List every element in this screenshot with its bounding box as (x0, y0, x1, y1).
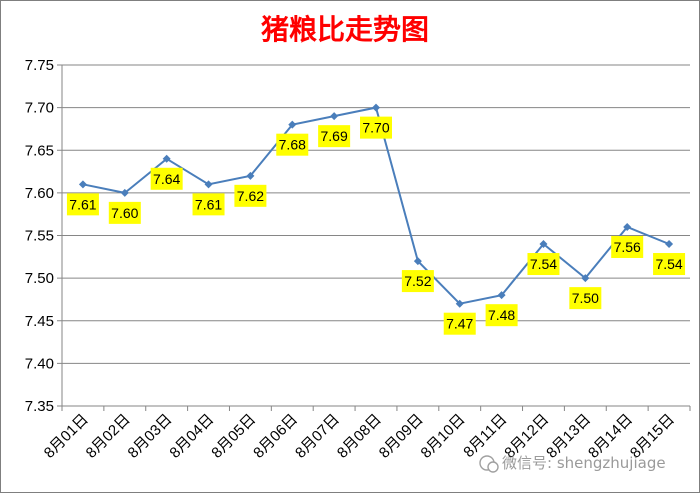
data-point (539, 240, 548, 249)
data-label-box (485, 304, 518, 327)
x-tick-label: 8月02日 (83, 411, 134, 462)
data-label-text: 7.52 (404, 273, 431, 289)
data-label-text: 7.60 (111, 205, 138, 221)
data-label-box (653, 253, 686, 276)
data-label: 7.62 (234, 184, 267, 207)
data-label: 7.54 (653, 253, 686, 276)
data-label-box (569, 287, 602, 310)
data-point (455, 299, 464, 308)
data-point (581, 274, 590, 283)
x-tick-label: 8月03日 (125, 411, 176, 462)
data-label-box (443, 312, 476, 335)
data-point (288, 120, 297, 129)
data-label-box (360, 116, 392, 139)
data-label: 7.68 (276, 133, 309, 156)
y-tick-label: 7.45 (25, 313, 54, 330)
y-tick-label: 7.75 (25, 57, 54, 74)
gridlines (62, 64, 690, 407)
data-label-text: 7.68 (279, 137, 306, 153)
axes: 7.35 7.40 7.45 7.50 7.55 7.60 7.65 7.70 7.75 8月01… (25, 57, 691, 462)
data-label-box (276, 133, 309, 156)
data-label: 7.70 (360, 116, 392, 139)
data-label-text: 7.50 (572, 290, 599, 306)
data-label: 7.69 (318, 125, 351, 148)
data-label-text: 7.48 (488, 307, 515, 323)
data-label-text: 7.54 (655, 256, 682, 272)
x-tick-label: 8月08日 (334, 411, 385, 462)
y-tick-label: 7.50 (25, 270, 54, 287)
data-point (330, 112, 339, 121)
x-tick-label: 8月07日 (292, 411, 343, 462)
data-label-text: 7.61 (195, 196, 222, 212)
data-point (246, 171, 255, 180)
data-point (372, 103, 380, 112)
data-point (120, 188, 129, 197)
data-label-box (150, 167, 183, 190)
data-point (162, 154, 171, 163)
data-label: 7.48 (485, 304, 518, 327)
series-line (78, 103, 674, 308)
y-tick-label: 7.40 (25, 355, 54, 372)
data-label-text: 7.69 (321, 128, 348, 144)
data-label: 7.54 (527, 253, 560, 276)
data-label: 7.60 (108, 201, 141, 224)
y-tick-label: 7.65 (25, 142, 54, 159)
y-tick-label: 7.60 (25, 185, 54, 202)
y-tick-label: 7.35 (25, 398, 54, 415)
data-label-box (611, 235, 644, 258)
x-tick-label: 8月09日 (376, 411, 427, 462)
data-label-text: 7.61 (69, 196, 96, 212)
x-tick-label: 8月05日 (208, 411, 259, 462)
data-label: 7.47 (443, 312, 476, 335)
data-label: 7.52 (401, 270, 434, 293)
data-label-text: 7.56 (614, 239, 641, 255)
data-label-text: 7.70 (362, 120, 389, 136)
x-tick-label: 8月04日 (166, 411, 217, 462)
x-tick-label: 8月01日 (41, 411, 92, 462)
data-label-text: 7.64 (153, 171, 180, 187)
data-point (413, 257, 422, 266)
data-label: 7.50 (569, 287, 602, 310)
data-label-box (318, 125, 351, 148)
data-label-box (66, 193, 99, 216)
data-point (623, 222, 632, 231)
x-tick-label: 8月10日 (418, 411, 469, 462)
data-labels: 7.61 7.60 7.64 7.61 7.62 7.68 7.69 7.70 7.52 7.47… (66, 116, 686, 335)
y-tick-label: 7.70 (25, 100, 54, 117)
data-point (78, 180, 87, 189)
data-label-box (192, 193, 225, 216)
x-tick-label: 8月06日 (250, 411, 301, 462)
data-label-box (401, 270, 434, 293)
data-label-text: 7.54 (530, 256, 557, 272)
y-tick-label: 7.55 (25, 228, 54, 245)
data-label-text: 7.47 (446, 316, 473, 332)
data-point (665, 240, 674, 249)
data-label-text: 7.62 (237, 188, 264, 204)
chart-title: 猪粮比走势图 (261, 13, 429, 45)
data-label: 7.56 (611, 235, 644, 258)
data-label: 7.64 (150, 167, 183, 190)
data-label-box (234, 184, 267, 207)
data-point (497, 291, 506, 300)
data-label: 7.61 (66, 193, 99, 216)
watermark: 微信号: shengzhujiage (479, 454, 666, 473)
data-label-box (527, 253, 560, 276)
data-point (204, 180, 213, 189)
watermark-text: 微信号: shengzhujiage (502, 454, 666, 472)
data-label: 7.61 (192, 193, 225, 216)
data-label-box (108, 201, 141, 224)
